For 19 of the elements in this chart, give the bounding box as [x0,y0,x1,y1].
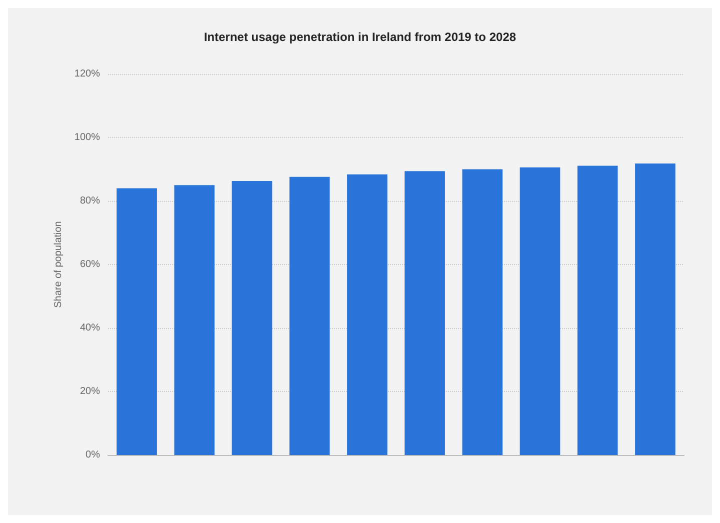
bar [577,166,618,455]
y-tick-label: 60% [80,259,100,270]
bar [635,164,676,455]
chart-title: Internet usage penetration in Ireland from 2019 to 2028 [204,30,516,44]
bar [116,188,157,455]
bar [347,174,388,455]
y-tick-label: 40% [80,322,100,334]
bar [174,185,215,455]
bar [462,169,503,455]
y-tick-label: 0% [86,450,100,460]
bar [232,181,272,455]
bar [289,176,330,455]
y-tick-label: 80% [80,196,100,206]
y-tick-label: 20% [80,386,100,397]
y-tick-label: 120% [74,68,100,80]
y-tick-label: 100% [74,132,100,143]
y-axis-title: Share of population [53,221,64,308]
bar [404,171,445,455]
bar [520,167,560,455]
